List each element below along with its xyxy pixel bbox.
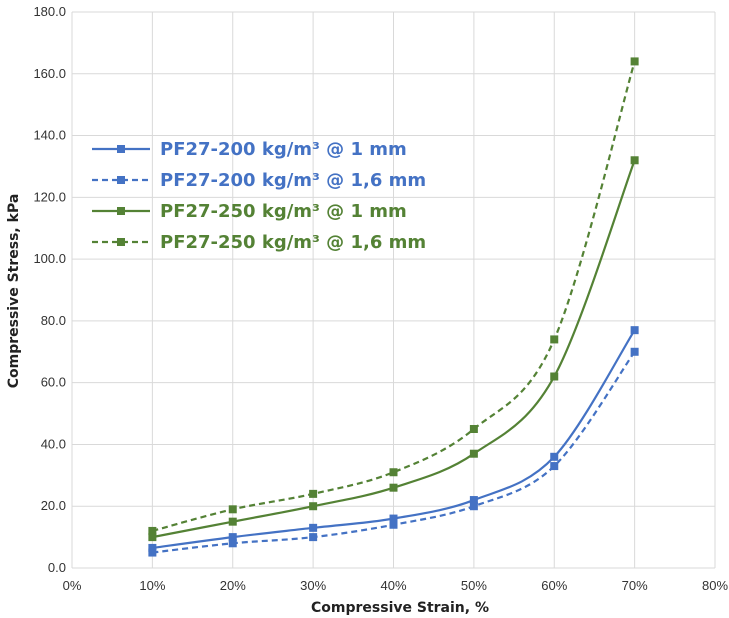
data-point xyxy=(550,372,559,381)
x-tick-label: 80% xyxy=(702,578,728,593)
data-point xyxy=(389,468,398,477)
y-tick-label: 140.0 xyxy=(33,128,66,143)
legend-item: PF27-250 kg/m³ @ 1,6 mm xyxy=(92,232,426,253)
x-tick-label: 20% xyxy=(220,578,246,593)
y-tick-label: 180.0 xyxy=(33,4,66,19)
legend: PF27-200 kg/m³ @ 1 mm PF27-200 kg/m³ @ 1,… xyxy=(92,139,426,253)
data-point xyxy=(469,496,478,505)
data-point xyxy=(469,502,478,511)
legend-item: PF27-200 kg/m³ @ 1,6 mm xyxy=(92,170,426,191)
grid xyxy=(71,11,716,569)
series-4 xyxy=(148,57,639,535)
x-tick-label: 30% xyxy=(300,578,326,593)
legend-swatch-marker xyxy=(117,145,125,153)
data-point xyxy=(148,533,157,542)
legend-swatch-marker xyxy=(117,176,125,184)
x-tick-label: 40% xyxy=(380,578,406,593)
legend-label: PF27-250 kg/m³ @ 1,6 mm xyxy=(160,232,426,253)
data-point xyxy=(630,57,639,66)
data-point xyxy=(309,502,318,511)
x-tick-label: 0% xyxy=(63,578,82,593)
data-point xyxy=(228,533,237,542)
y-tick-label: 20.0 xyxy=(41,498,66,513)
y-tick-label: 60.0 xyxy=(41,375,66,390)
legend-item: PF27-200 kg/m³ @ 1 mm xyxy=(92,139,407,160)
x-tick-label: 60% xyxy=(541,578,567,593)
series-2 xyxy=(148,347,639,557)
x-tick-label: 10% xyxy=(139,578,165,593)
data-point xyxy=(148,543,157,552)
y-axis-ticks: 0.0 20.0 40.0 60.0 80.0 100.0 120.0 140.0 160.0 1… xyxy=(33,4,66,575)
legend-swatch-marker xyxy=(117,238,125,246)
legend-label: PF27-200 kg/m³ @ 1,6 mm xyxy=(160,170,426,191)
series-layer xyxy=(148,57,639,557)
data-point xyxy=(630,156,639,165)
data-point xyxy=(389,514,398,523)
data-point xyxy=(630,347,639,356)
y-tick-label: 120.0 xyxy=(33,189,66,204)
data-point xyxy=(550,462,559,471)
data-point xyxy=(389,483,398,492)
y-tick-label: 80.0 xyxy=(41,313,66,328)
y-tick-label: 0.0 xyxy=(48,560,66,575)
series-1 xyxy=(148,326,639,552)
legend-item: PF27-250 kg/m³ @ 1 mm xyxy=(92,201,407,222)
legend-swatch-marker xyxy=(117,207,125,215)
data-point xyxy=(309,523,318,532)
x-axis-ticks: 0% 10% 20% 30% 40% 50% 60% 70% 80% xyxy=(63,578,729,593)
data-point xyxy=(309,533,318,542)
data-point xyxy=(228,505,237,514)
y-axis-title: Compressive Stress, kPa xyxy=(6,194,22,389)
data-point xyxy=(469,449,478,458)
x-tick-label: 70% xyxy=(622,578,648,593)
data-point xyxy=(550,335,559,344)
y-tick-label: 40.0 xyxy=(41,436,66,451)
y-tick-label: 160.0 xyxy=(33,66,66,81)
data-point xyxy=(630,326,639,335)
x-axis-title: Compressive Strain, % xyxy=(311,600,489,616)
legend-label: PF27-200 kg/m³ @ 1 mm xyxy=(160,139,407,160)
x-tick-label: 50% xyxy=(461,578,487,593)
data-point xyxy=(148,548,157,557)
y-tick-label: 100.0 xyxy=(33,251,66,266)
legend-label: PF27-250 kg/m³ @ 1 mm xyxy=(160,201,407,222)
data-point xyxy=(550,452,559,461)
data-point xyxy=(389,520,398,529)
data-point xyxy=(469,425,478,433)
data-point xyxy=(309,489,318,498)
data-point xyxy=(148,526,157,535)
series-line xyxy=(152,61,636,532)
data-point xyxy=(228,517,237,526)
data-point xyxy=(228,539,237,548)
series-3 xyxy=(148,156,639,542)
